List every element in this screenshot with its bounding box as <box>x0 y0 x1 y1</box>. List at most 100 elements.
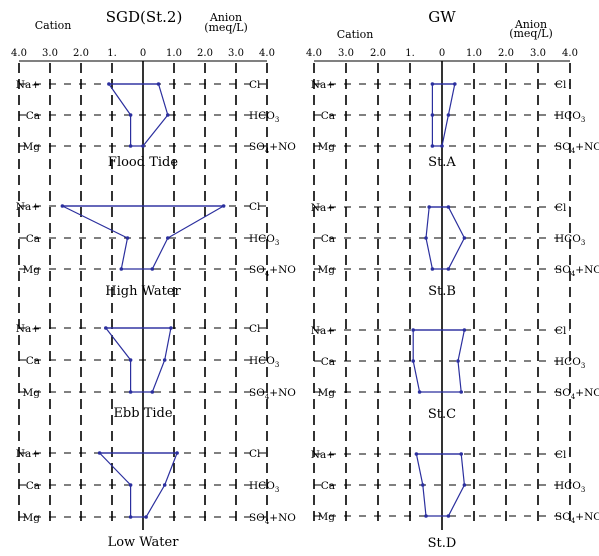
cation-label: Ca <box>321 480 335 492</box>
anion-base: Cl <box>555 325 567 337</box>
anion-label: HCO3 <box>555 480 585 494</box>
data-point <box>162 483 167 487</box>
anion-header: Anion <box>209 11 242 24</box>
data-point <box>144 515 148 519</box>
tick-label: 4.0 <box>562 48 578 59</box>
anion-rest: +NO <box>269 387 296 399</box>
tick-label: 1. <box>107 48 117 59</box>
tick-label: 2.0 <box>370 48 386 59</box>
anion-subscript: 3 <box>275 486 279 494</box>
anion-label: Cl <box>249 201 261 213</box>
anion-label: SO4+NO <box>249 264 296 278</box>
diagram-caption: Ebb Tide <box>113 406 172 421</box>
tick-label: 1.0 <box>166 48 182 59</box>
data-point <box>427 205 432 209</box>
anion-label: HCO3 <box>249 355 279 369</box>
anion-base: HCO <box>249 355 275 367</box>
panel-title: SGD(St.2) <box>106 8 183 26</box>
anion-rest: +NO <box>269 264 296 276</box>
cation-label: Na+ <box>311 325 335 337</box>
anion-rest: +NO <box>575 264 599 276</box>
data-point <box>60 204 65 208</box>
anion-base: HCO <box>555 480 581 492</box>
cation-label: Mg <box>318 511 336 523</box>
tick-label: 4.0 <box>259 48 275 59</box>
anion-label: HCO3 <box>555 356 585 370</box>
tick-label: 2.0 <box>73 48 89 59</box>
anion-label: HCO3 <box>249 480 279 494</box>
cation-label: Ca <box>26 480 40 492</box>
anion-base: SO <box>555 264 571 276</box>
data-point <box>421 483 425 487</box>
cation-label: Mg <box>23 387 41 399</box>
tick-label: 3.0 <box>338 48 354 59</box>
panel-sgd-st2: SGD(St.2) Cation Anion (meq/L) 4.0 3.0 2.0… <box>11 8 296 550</box>
anion-label: Cl <box>555 449 567 461</box>
anion-subscript: 3 <box>275 361 279 369</box>
tick-label: 4.0 <box>306 48 322 59</box>
data-point <box>162 358 167 362</box>
anion-header: Anion <box>514 18 547 31</box>
tick-label: 2.0 <box>197 48 213 59</box>
data-point <box>150 267 155 271</box>
anion-label: SO4+NO <box>555 511 599 525</box>
data-point <box>430 82 435 86</box>
anion-base: HCO <box>555 233 581 245</box>
anion-label: HCO3 <box>555 233 585 247</box>
tick-label: 0 <box>439 48 445 59</box>
tick-label: 3.0 <box>42 48 58 59</box>
data-point <box>417 390 422 394</box>
anion-label: HCO3 <box>555 110 585 124</box>
anion-rest: +NO <box>269 512 296 524</box>
anion-rest: +NO <box>575 141 599 153</box>
data-point <box>446 113 451 117</box>
anion-label: Cl <box>249 79 261 91</box>
data-point <box>459 390 464 394</box>
data-point <box>169 326 173 330</box>
tick-label: 3.0 <box>228 48 244 59</box>
cation-label: Na+ <box>16 201 40 213</box>
anion-subscript: 3 <box>581 486 585 494</box>
data-point <box>156 82 161 86</box>
diagram-caption: St.C <box>428 407 456 422</box>
diagram-caption: High Water <box>105 284 181 299</box>
anion-base: HCO <box>555 110 581 122</box>
anion-subscript: 4 <box>571 270 576 278</box>
anion-subscript: 4 <box>265 270 270 278</box>
data-point <box>440 144 444 148</box>
anion-subscript: 4 <box>571 147 576 155</box>
anion-label: SO4+NO <box>555 387 599 401</box>
anion-subscript: 4 <box>571 393 576 401</box>
anion-base: HCO <box>555 356 581 368</box>
data-point <box>459 452 464 456</box>
data-point <box>414 452 419 456</box>
cation-header: Cation <box>35 19 72 32</box>
unit-header: (meq/L) <box>204 21 248 34</box>
data-point <box>128 515 133 519</box>
data-point <box>430 144 435 148</box>
data-point <box>175 451 179 455</box>
cation-label: Ca <box>26 355 40 367</box>
data-point <box>125 236 130 240</box>
anion-label: SO4+NO <box>555 264 599 278</box>
cation-header: Cation <box>337 28 374 41</box>
anion-label: HCO3 <box>249 110 279 124</box>
anion-label: Cl <box>249 448 261 460</box>
anion-label: HCO3 <box>249 233 279 247</box>
data-point <box>462 483 467 487</box>
data-point <box>430 113 435 117</box>
data-point <box>411 359 416 363</box>
anion-subscript: 3 <box>275 116 279 124</box>
anion-rest: +NO <box>575 387 599 399</box>
cation-label: Na+ <box>16 323 40 335</box>
anion-subscript: 4 <box>265 147 270 155</box>
data-point <box>424 514 428 518</box>
diagram-caption: Low Water <box>108 535 180 550</box>
cation-label: Mg <box>23 512 41 524</box>
data-point <box>128 358 133 362</box>
anion-base: Cl <box>249 201 261 213</box>
cation-label: Na+ <box>16 79 40 91</box>
cation-label: Ca <box>26 233 40 245</box>
data-point <box>104 326 108 330</box>
cation-label: Mg <box>318 141 336 153</box>
